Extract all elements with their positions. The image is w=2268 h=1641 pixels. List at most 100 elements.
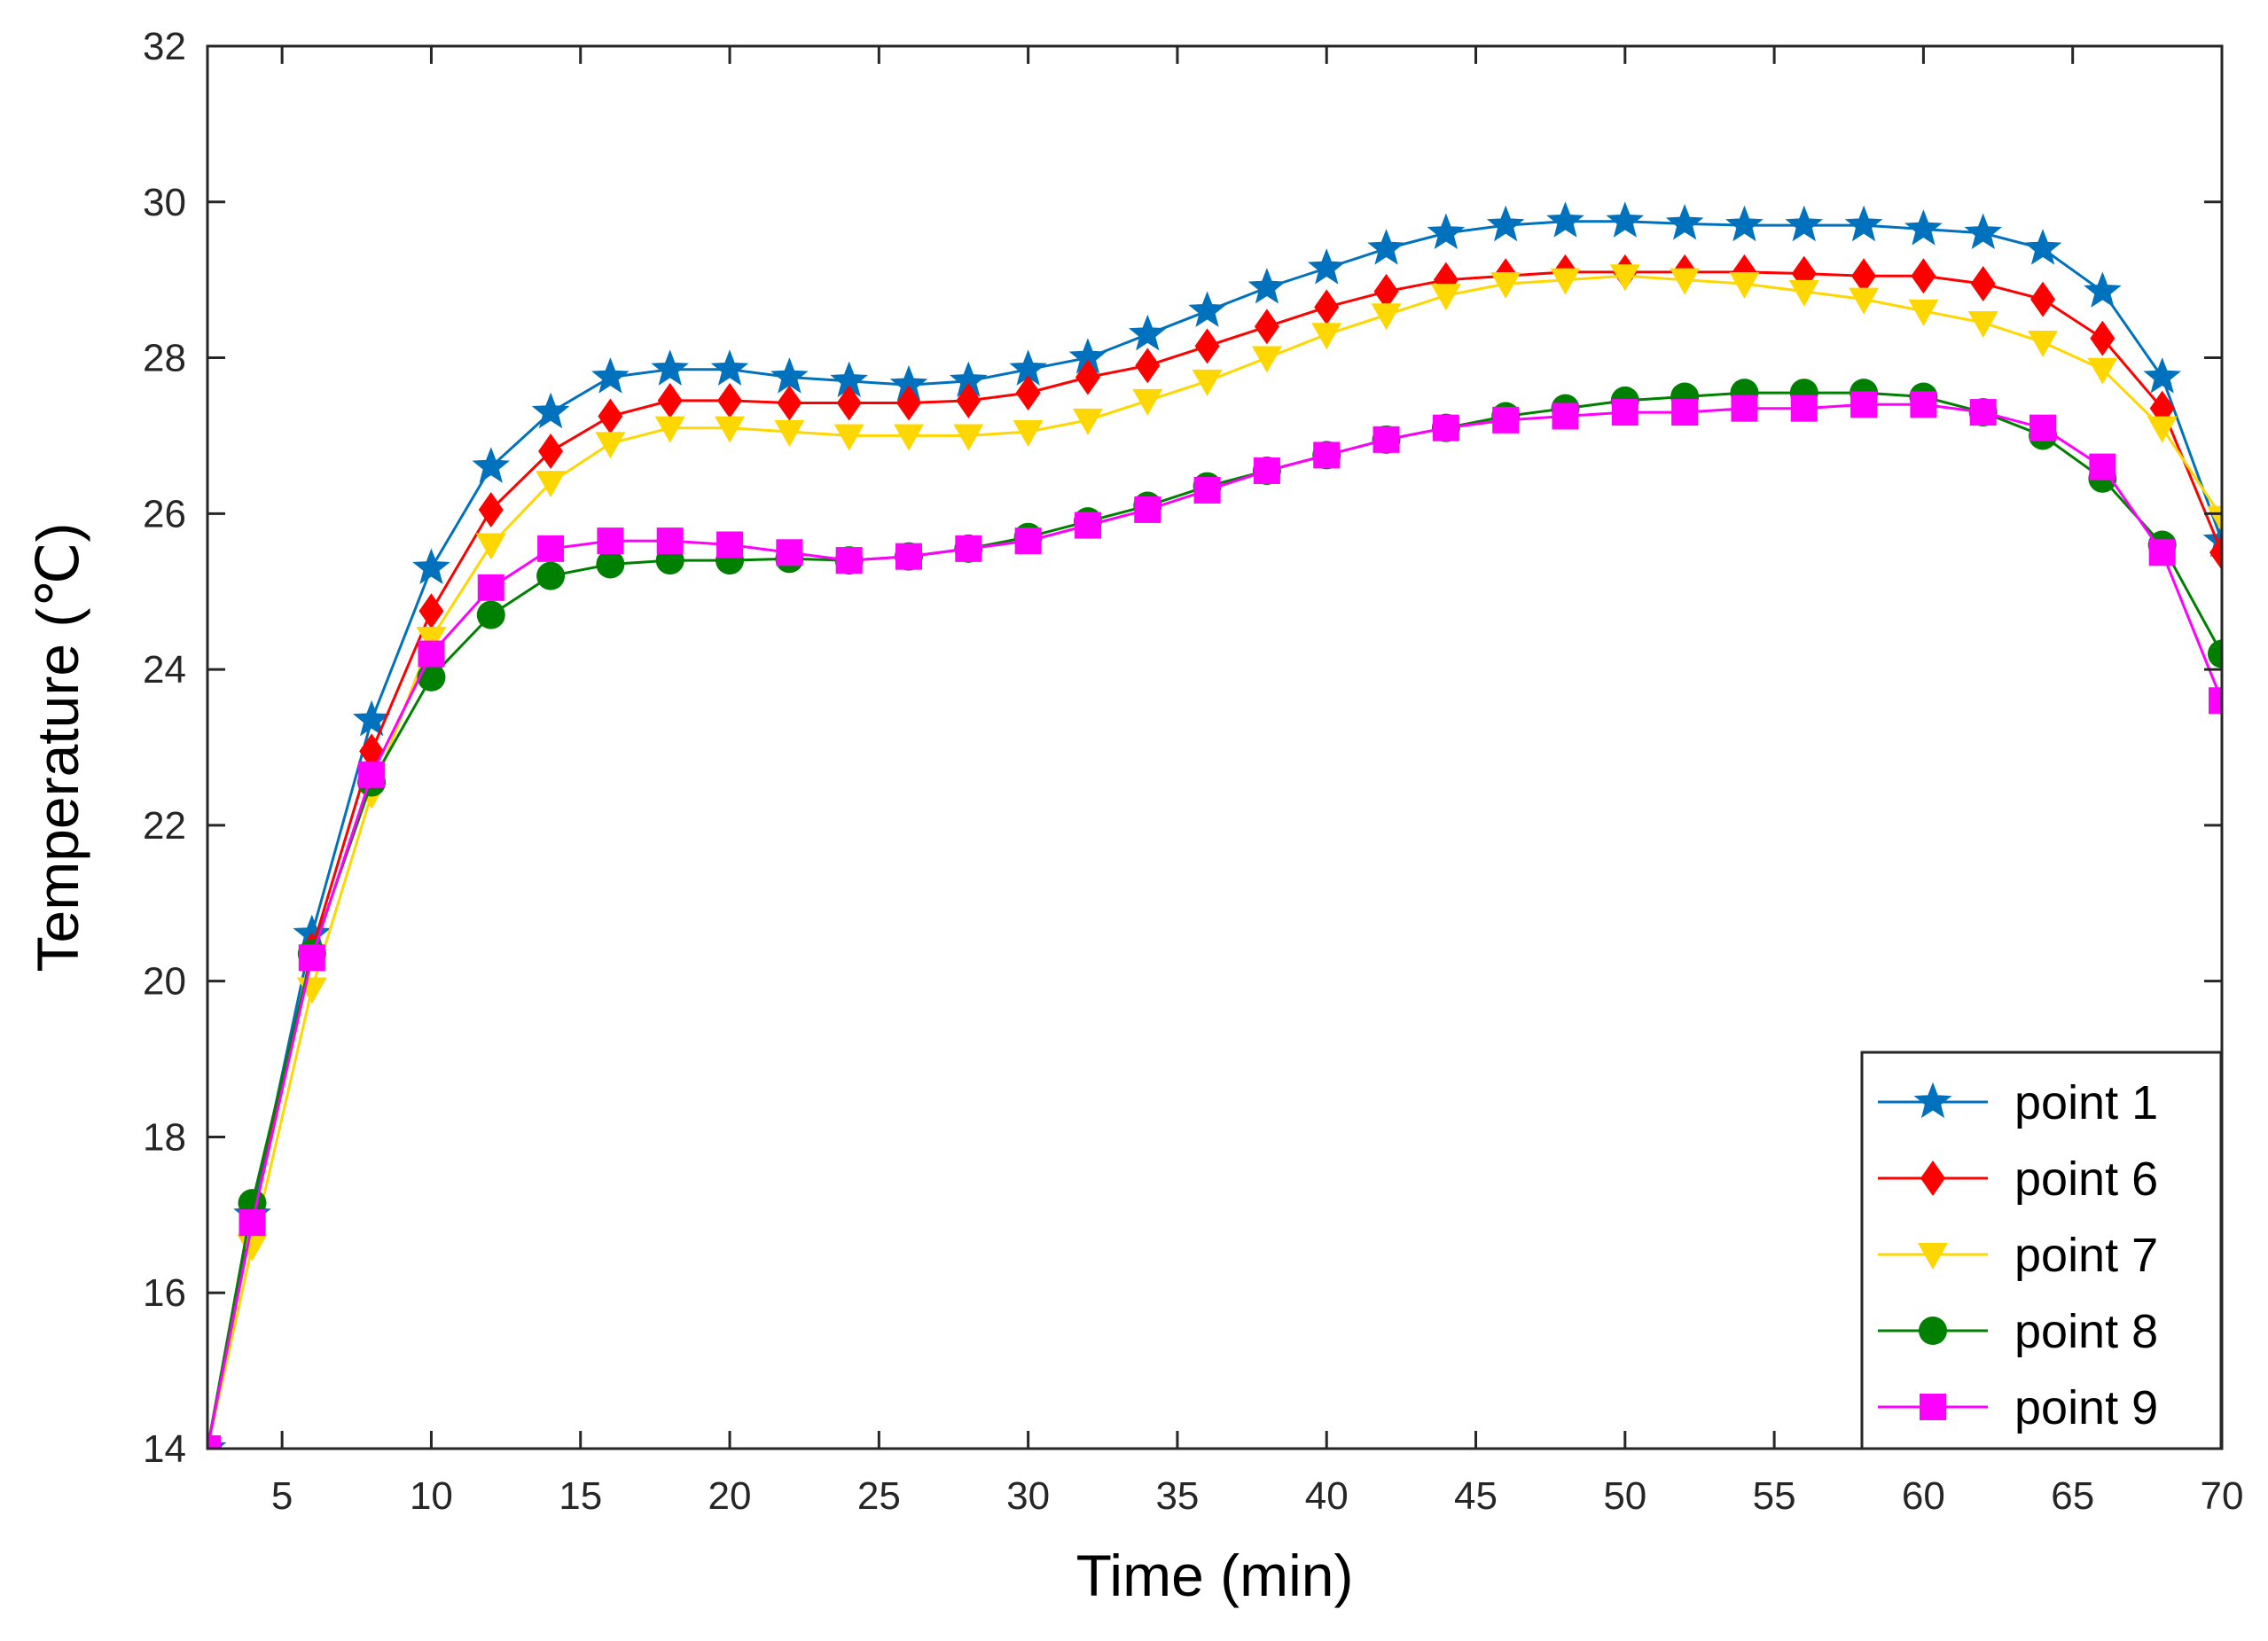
y-tick-label: 22 (143, 804, 186, 848)
data-point-point-9 (1790, 395, 1818, 422)
data-point-point-1 (770, 357, 809, 394)
data-point-point-7 (1311, 323, 1342, 350)
data-point-point-7 (1967, 311, 1998, 339)
data-point-point-7 (774, 420, 805, 448)
x-tick-label: 60 (1902, 1474, 1945, 1518)
data-point-point-9 (1253, 457, 1280, 484)
data-point-point-6 (1015, 375, 1041, 411)
data-point-point-6 (836, 385, 862, 421)
data-point-point-7 (953, 424, 984, 451)
data-point-point-1 (1785, 205, 1824, 242)
data-point-point-1 (1964, 213, 2003, 250)
legend-label: point 8 (2014, 1305, 2158, 1358)
data-point-point-9 (1552, 402, 1579, 430)
data-point-point-1 (710, 349, 749, 386)
data-point-point-9 (537, 535, 565, 562)
data-point-point-6 (956, 382, 981, 418)
series-point-9 (207, 391, 2222, 1449)
data-point-point-7 (1251, 346, 1282, 373)
y-tick-label: 18 (143, 1115, 186, 1159)
axis-ticks: 5 10 15 20 25 30 35 40 45 50 55 60 65 70 14 16 18 20 22 24 2… (143, 25, 2243, 1518)
data-point-point-1 (1188, 291, 1226, 327)
series-point-1 (207, 201, 2222, 1449)
plot-border (206, 44, 2224, 1450)
series-point-7 (207, 264, 2222, 1449)
x-axis-label: Time (min) (1076, 1543, 1354, 1608)
data-point-point-9 (1134, 496, 1161, 523)
x-tick-label: 30 (1006, 1474, 1050, 1518)
legend-label: point 6 (2014, 1153, 2158, 1206)
series-layer (207, 201, 2222, 1449)
data-point-point-9 (1373, 426, 1400, 453)
data-point-point-7 (893, 424, 924, 451)
x-tick-label: 45 (1454, 1474, 1498, 1518)
y-tick-label: 32 (143, 25, 186, 68)
data-point-point-7 (654, 416, 685, 443)
data-point-point-6 (538, 434, 564, 470)
data-point-point-9 (1611, 399, 1638, 426)
data-point-point-6 (1135, 348, 1161, 384)
data-point-point-8 (476, 600, 505, 629)
data-point-point-6 (1851, 258, 1877, 294)
data-point-point-9 (955, 535, 982, 562)
data-point-point-9 (895, 543, 922, 570)
data-point-point-9 (239, 1209, 266, 1237)
x-tick-label: 10 (410, 1474, 453, 1518)
data-point-point-1 (531, 392, 570, 429)
data-point-point-9 (1014, 527, 1042, 555)
data-point-point-9 (2148, 539, 2176, 567)
data-point-point-9 (1074, 512, 1101, 539)
data-point-point-1 (1665, 204, 1704, 240)
data-point-point-7 (1490, 272, 1521, 300)
data-point-point-6 (418, 593, 444, 629)
y-tick-label: 28 (143, 337, 186, 380)
data-point-point-7 (536, 471, 567, 498)
data-point-point-7 (1609, 264, 1640, 292)
data-point-point-9 (597, 527, 624, 555)
data-point-point-9 (1850, 391, 1878, 418)
x-tick-label: 50 (1603, 1474, 1646, 1518)
y-tick-label: 30 (143, 181, 186, 224)
data-point-point-7 (1013, 420, 1044, 448)
data-point-point-9 (1671, 399, 1699, 426)
x-tick-label: 55 (1753, 1474, 1796, 1518)
data-point-point-1 (1427, 213, 1466, 250)
data-point-point-9 (1492, 406, 1520, 434)
data-point-point-9 (207, 1435, 221, 1449)
data-point-point-1 (472, 447, 511, 483)
y-tick-label: 24 (143, 648, 186, 692)
legend-label: point 1 (2014, 1076, 2158, 1129)
data-point-point-7 (1729, 272, 1760, 300)
x-tick-label: 70 (2201, 1474, 2244, 1518)
legend-marker-point-9 (1920, 1394, 1946, 1420)
x-tick-label: 5 (271, 1474, 293, 1518)
data-point-point-6 (2209, 535, 2222, 571)
y-axis-label: Temperature (℃) (25, 523, 90, 973)
data-point-point-7 (2028, 330, 2059, 357)
data-point-point-6 (1970, 266, 1996, 302)
data-point-point-7 (595, 432, 626, 459)
x-tick-label: 15 (559, 1474, 602, 1518)
legend-item-point-8: point 8 (1878, 1305, 2158, 1358)
data-point-point-9 (358, 761, 386, 788)
data-point-point-1 (1367, 229, 1405, 265)
data-point-point-9 (2029, 414, 2057, 442)
data-point-point-7 (1072, 408, 1103, 435)
data-point-point-7 (1132, 388, 1163, 416)
data-point-point-1 (352, 699, 391, 737)
legend-item-point-6: point 6 (1878, 1153, 2158, 1206)
x-tick-label: 40 (1305, 1474, 1349, 1518)
data-point-point-1 (2023, 229, 2062, 265)
data-point-point-1 (1128, 314, 1167, 351)
data-point-point-1 (1486, 205, 1525, 242)
data-point-point-9 (2209, 687, 2222, 715)
legend-item-point-9: point 9 (1878, 1381, 2158, 1434)
data-point-point-7 (1371, 303, 1402, 331)
data-point-point-1 (412, 548, 450, 584)
data-point-point-6 (1373, 273, 1399, 309)
data-point-point-7 (1670, 268, 1701, 295)
data-point-point-1 (1725, 205, 1764, 242)
data-point-point-6 (777, 385, 802, 421)
